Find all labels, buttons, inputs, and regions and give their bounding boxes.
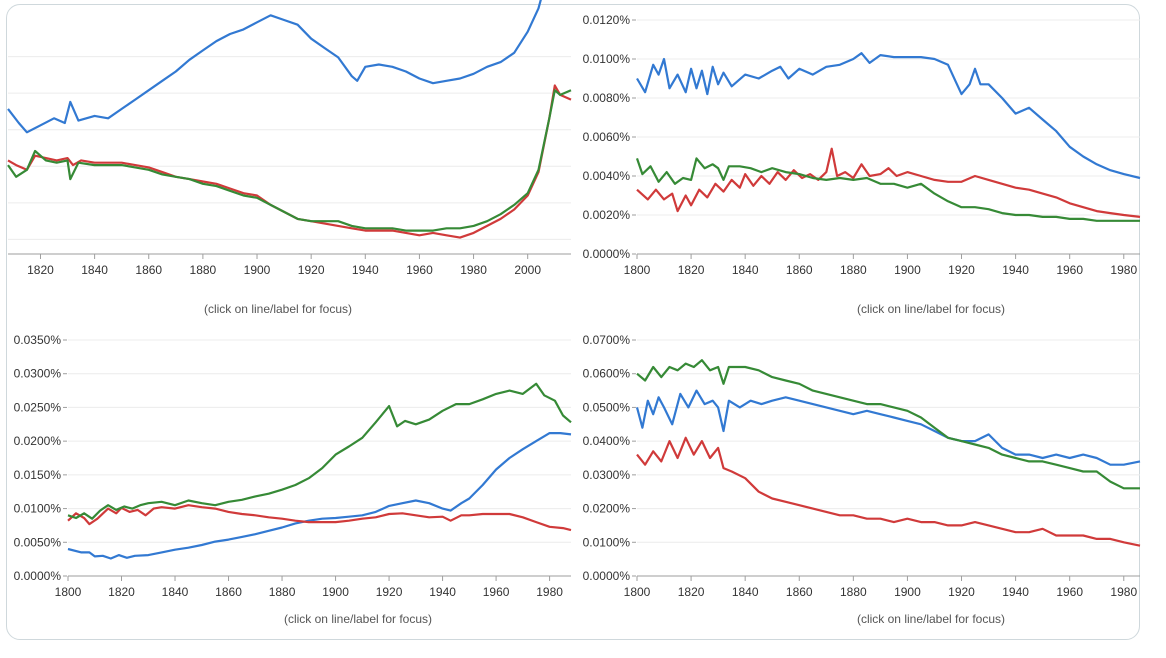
- x-tick-label: 1900: [894, 263, 921, 277]
- y-tick-label: 0.0050%: [14, 535, 62, 549]
- y-tick-label: 0.0150%: [14, 468, 62, 482]
- chart-svg-top-left[interactable]: 1820 1840 1860 1880 1900 1920 1940 1960 1980 2000: [7, 0, 572, 284]
- x-tick-label: 1920: [376, 585, 403, 599]
- chart-svg-top-right[interactable]: 0.0000% 0.0020% 0.0040% 0.0060% 0.0080% 0.010…: [571, 10, 1141, 284]
- chart-grid-frame: [6, 4, 1140, 640]
- x-tick-label: 1900: [894, 585, 921, 599]
- x-tick-label: 1920: [948, 263, 975, 277]
- x-tick-label: 1960: [1056, 585, 1083, 599]
- chart-caption: (click on line/label for focus): [203, 302, 353, 316]
- y-tick-label: 0.0040%: [583, 169, 631, 183]
- x-tick-label: 1920: [948, 585, 975, 599]
- series-line-red[interactable]: [636, 147, 1141, 218]
- x-tick-label: 1840: [162, 585, 189, 599]
- y-tick-label: 0.0000%: [583, 569, 631, 583]
- y-tick-label: 0.0080%: [583, 91, 631, 105]
- x-tick-label: 2000: [514, 263, 541, 277]
- y-tick-label: 0.0120%: [583, 13, 631, 27]
- series-line-green[interactable]: [636, 359, 1140, 490]
- x-tick-label: 1820: [27, 263, 54, 277]
- x-tick-label: 1800: [55, 585, 82, 599]
- y-tick-label: 0.0300%: [583, 468, 631, 482]
- y-tick-label: 0.0020%: [583, 208, 631, 222]
- y-tick-label: 0.0300%: [14, 367, 62, 381]
- x-tick-label: 1820: [678, 263, 705, 277]
- x-tick-label: 1940: [429, 585, 456, 599]
- series-line-blue[interactable]: [7, 0, 571, 134]
- x-tick-label: 1980: [1110, 263, 1137, 277]
- chart-panel-bottom-left[interactable]: 0.0000% 0.0050% 0.0100% 0.0150% 0.0200% 0.025…: [8, 330, 572, 626]
- y-tick-label: 0.0500%: [583, 400, 631, 414]
- x-tick-label: 1900: [244, 263, 271, 277]
- series-line-blue[interactable]: [635, 389, 1141, 466]
- x-tick-label: 1960: [1056, 263, 1083, 277]
- chart-svg-bottom-right[interactable]: 0.0000% 0.0100% 0.0200% 0.0300% 0.0400% 0.050…: [571, 330, 1141, 606]
- y-tick-label: 0.0000%: [583, 247, 631, 261]
- y-tick-label: 0.0350%: [14, 333, 62, 347]
- x-tick-label: 1940: [352, 263, 379, 277]
- x-tick-label: 1960: [406, 263, 433, 277]
- x-tick-label: 1920: [298, 263, 325, 277]
- y-tick-label: 0.0000%: [14, 569, 62, 583]
- x-tick-label: 1800: [624, 585, 651, 599]
- y-tick-label: 0.0200%: [583, 502, 631, 516]
- chart-caption: (click on line/label for focus): [856, 302, 1006, 316]
- chart-caption: (click on line/label for focus): [856, 612, 1006, 626]
- x-tick-label: 1940: [1002, 585, 1029, 599]
- x-tick-label: 1820: [108, 585, 135, 599]
- y-tick-label: 0.0700%: [583, 333, 631, 347]
- series-line-green[interactable]: [7, 89, 572, 232]
- y-tick-label: 0.0400%: [583, 434, 631, 448]
- x-tick-label: 1820: [678, 585, 705, 599]
- x-tick-label: 1980: [536, 585, 563, 599]
- x-tick-label: 1840: [81, 263, 108, 277]
- x-tick-label: 1900: [322, 585, 349, 599]
- x-tick-label: 1840: [732, 263, 759, 277]
- series-line-blue[interactable]: [67, 432, 572, 560]
- series-line-red[interactable]: [636, 436, 1141, 547]
- y-tick-label: 0.0600%: [583, 367, 631, 381]
- y-tick-label: 0.0100%: [583, 52, 631, 66]
- chart-panel-top-left[interactable]: 1820 1840 1860 1880 1900 1920 1940 1960 1980 2000…: [7, 0, 572, 316]
- series-line-green[interactable]: [67, 382, 572, 520]
- chart-svg-bottom-left[interactable]: 0.0000% 0.0050% 0.0100% 0.0150% 0.0200% 0.025…: [8, 330, 572, 606]
- y-tick-label: 0.0250%: [14, 400, 62, 414]
- x-tick-label: 1980: [1110, 585, 1137, 599]
- y-tick-label: 0.0100%: [583, 535, 631, 549]
- y-tick-label: 0.0100%: [14, 502, 62, 516]
- x-tick-label: 1880: [269, 585, 296, 599]
- x-tick-label: 1960: [483, 585, 510, 599]
- chart-caption: (click on line/label for focus): [283, 612, 433, 626]
- x-tick-label: 1860: [786, 263, 813, 277]
- x-tick-label: 1940: [1002, 263, 1029, 277]
- series-line-blue[interactable]: [636, 52, 1141, 180]
- chart-panel-top-right[interactable]: 0.0000% 0.0020% 0.0040% 0.0060% 0.0080% 0.010…: [571, 10, 1141, 316]
- series-line-red[interactable]: [67, 504, 572, 532]
- y-tick-label: 0.0060%: [583, 130, 631, 144]
- x-tick-label: 1860: [215, 585, 242, 599]
- x-tick-label: 1880: [840, 263, 867, 277]
- x-tick-label: 1860: [786, 585, 813, 599]
- x-tick-label: 1880: [190, 263, 217, 277]
- x-tick-label: 1840: [732, 585, 759, 599]
- x-tick-label: 1880: [840, 585, 867, 599]
- x-tick-label: 1860: [135, 263, 162, 277]
- x-tick-label: 1800: [624, 263, 651, 277]
- series-line-green[interactable]: [635, 157, 1140, 222]
- x-tick-label: 1980: [460, 263, 487, 277]
- y-tick-label: 0.0200%: [14, 434, 62, 448]
- chart-panel-bottom-right[interactable]: 0.0000% 0.0100% 0.0200% 0.0300% 0.0400% 0.050…: [571, 330, 1141, 626]
